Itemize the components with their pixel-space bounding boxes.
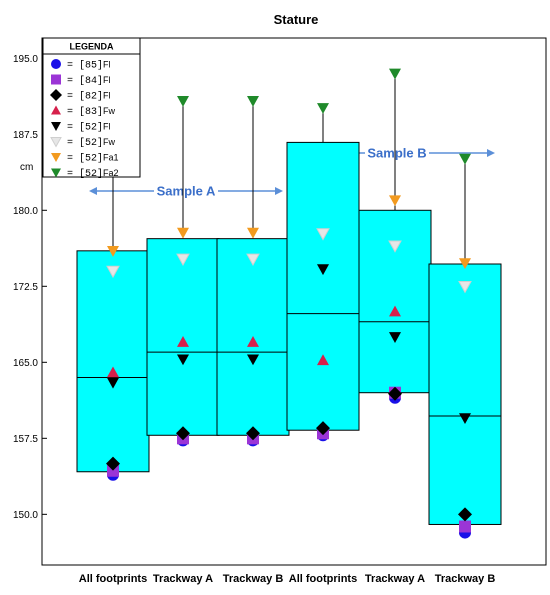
sample-group-label: Sample B xyxy=(367,146,426,161)
y-tick-label: 195.0 xyxy=(13,54,38,65)
data-point xyxy=(177,354,189,366)
legend-entry-ref: = [52] xyxy=(67,153,103,165)
y-tick-label: 180.0 xyxy=(13,206,38,217)
x-tick-label: Trackway B xyxy=(223,573,284,585)
data-point xyxy=(317,354,329,366)
legend-marker xyxy=(51,122,61,131)
legend-entry-ref: = [52] xyxy=(67,137,103,149)
data-point xyxy=(107,366,119,378)
legend-marker xyxy=(50,137,62,148)
legend-entry-code: Fa2 xyxy=(103,168,119,178)
data-point xyxy=(107,246,119,257)
data-point xyxy=(247,96,259,107)
legend-entry-code: Fw xyxy=(103,106,115,116)
data-point xyxy=(389,305,401,317)
legend: LEGENDA= [85] Fl= [84] Fl= [82] Fl= [83] Fw=… xyxy=(42,37,141,180)
x-tick-label: All footprints xyxy=(289,573,357,585)
data-point xyxy=(459,413,471,425)
legend-entry-code: Fl xyxy=(103,91,111,101)
x-tick-label: All footprints xyxy=(79,573,147,585)
data-point xyxy=(316,421,330,436)
data-point xyxy=(246,426,260,441)
data-point xyxy=(389,195,401,207)
legend-entry-ref: = [84] xyxy=(67,75,103,87)
legend-entry-code: Fl xyxy=(103,122,111,132)
data-point xyxy=(106,456,120,471)
chart-title: Stature xyxy=(274,12,319,27)
y-tick-label: 187.5 xyxy=(13,130,38,141)
sample-arrowhead xyxy=(275,187,283,195)
data-point xyxy=(317,264,329,276)
legend-marker xyxy=(51,105,61,115)
y-tick-label: 157.5 xyxy=(13,434,38,445)
y-tick-label: 150.0 xyxy=(13,510,38,521)
legend-entry-ref: = [83] xyxy=(67,106,103,118)
data-point xyxy=(459,153,471,165)
box xyxy=(286,141,360,431)
legend-marker xyxy=(51,59,61,69)
legend-entry-code: Fw xyxy=(103,137,115,147)
legend-entry-ref: = [82] xyxy=(67,91,103,103)
box xyxy=(428,263,502,525)
data-point xyxy=(388,386,402,401)
sample-arrowhead xyxy=(89,187,97,195)
plot-frame xyxy=(41,37,547,566)
legend-entry-ref: = [52] xyxy=(67,122,103,134)
data-point xyxy=(388,240,402,253)
y-axis-label: cm xyxy=(20,162,33,173)
x-tick-label: Trackway A xyxy=(153,573,213,585)
data-point xyxy=(459,520,471,533)
data-point xyxy=(177,227,189,239)
legend-title: LEGENDA xyxy=(69,42,114,52)
data-point xyxy=(459,258,471,269)
legend-marker xyxy=(50,89,62,101)
data-point xyxy=(176,426,190,441)
data-point xyxy=(176,253,190,266)
data-point xyxy=(317,103,329,114)
sample-groups: Sample A Sample B xyxy=(89,146,495,199)
box xyxy=(76,250,150,473)
data-point xyxy=(458,507,472,522)
y-tick-label: 172.5 xyxy=(13,282,38,293)
data-point xyxy=(389,68,401,80)
data-point xyxy=(458,280,472,294)
data-point xyxy=(247,227,259,239)
legend-entry-code: Fl xyxy=(103,60,111,70)
x-tick-label: Trackway B xyxy=(435,573,496,585)
x-axis-categories: All footprints Trackway A Trackway B All fo… xyxy=(79,573,496,585)
data-point xyxy=(106,265,120,279)
data-point xyxy=(177,336,189,347)
x-tick-label: Trackway A xyxy=(365,573,425,585)
data-point xyxy=(107,464,119,477)
legend-marker xyxy=(51,168,61,178)
legend-entry-ref: = [85] xyxy=(67,60,103,72)
y-tick-label: 165.0 xyxy=(13,358,38,369)
legend-entry-code: Fl xyxy=(103,75,111,85)
legend-entry-code: Fa1 xyxy=(103,153,119,163)
markers xyxy=(106,68,472,539)
sample-arrowhead xyxy=(487,149,495,157)
data-point xyxy=(247,336,259,347)
data-point xyxy=(107,377,119,389)
data-point xyxy=(389,332,401,343)
data-point xyxy=(177,96,189,107)
data-point xyxy=(316,228,330,241)
data-point xyxy=(247,354,259,366)
legend-entry-ref: = [52] xyxy=(67,168,103,180)
data-point xyxy=(246,253,260,266)
boxes xyxy=(76,71,502,525)
legend-marker xyxy=(51,153,61,162)
legend-marker xyxy=(51,74,61,85)
box xyxy=(358,209,432,394)
sample-group-label: Sample A xyxy=(157,184,216,199)
